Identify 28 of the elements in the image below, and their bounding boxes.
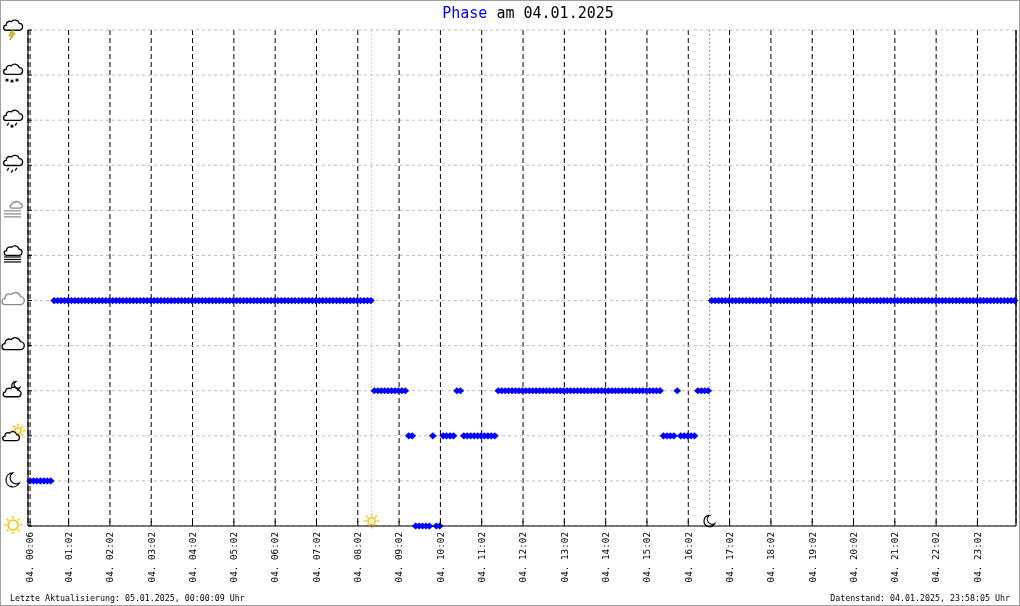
text: Phase [442, 4, 488, 22]
x-tick-label: 04. 17:02 [723, 532, 735, 583]
text: Datenstand: 04.01.2025, 23:58:05 Uhr [830, 593, 1010, 603]
x-tick-label: 04. 12:02 [517, 532, 529, 583]
x-tick-label: 04. 05:02 [228, 532, 240, 583]
x-tick-label: 04. 04:02 [186, 532, 198, 583]
x-tick-label: 04. 20:02 [847, 532, 859, 583]
x-tick-label: 04. 15:02 [641, 532, 653, 583]
x-tick-label: 04. 11:02 [476, 532, 488, 583]
x-tick-label: 04. 22:02 [930, 532, 942, 583]
x-tick-label: 04. 07:02 [310, 532, 322, 583]
x-tick-label: 04. 14:02 [599, 532, 611, 583]
x-tick-label: 04. 03:02 [145, 532, 157, 583]
x-tick-label: 04. 19:02 [806, 532, 818, 583]
x-tick-label: 04. 06:02 [269, 532, 281, 583]
x-tick-label: 04. 21:02 [889, 532, 901, 583]
x-tick-label: 04. 23:02 [971, 532, 983, 583]
x-tick-label: 04. 13:02 [558, 532, 570, 583]
text: Letzte Aktualisierung: 05.01.2025, 00:00:09 Uhr [10, 593, 245, 603]
chart-title: am 04.01.2025 [496, 4, 614, 22]
x-tick-label: 04. 08:02 [352, 532, 364, 583]
x-tick-label: 04. 10:02 [434, 532, 446, 583]
x-tick-label: 04. 09:02 [393, 532, 405, 583]
x-tick-label: 04. 16:02 [682, 532, 694, 583]
x-tick-label: 04. 18:02 [765, 532, 777, 583]
x-tick-label: 04. 01:02 [62, 532, 74, 583]
x-tick-label: 04. 02:02 [104, 532, 116, 583]
x-tick-label: 04. 00:06 [24, 532, 36, 583]
